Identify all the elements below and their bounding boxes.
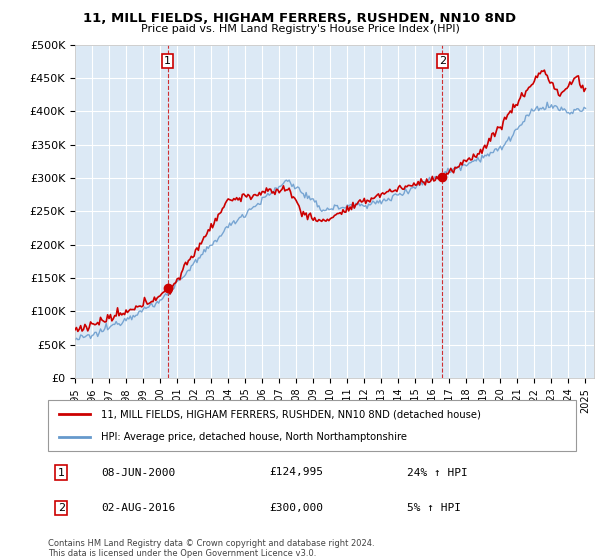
Text: 5% ↑ HPI: 5% ↑ HPI xyxy=(407,503,461,513)
Text: HPI: Average price, detached house, North Northamptonshire: HPI: Average price, detached house, Nort… xyxy=(101,432,407,442)
Text: Contains HM Land Registry data © Crown copyright and database right 2024.
This d: Contains HM Land Registry data © Crown c… xyxy=(48,539,374,558)
Text: 2: 2 xyxy=(439,57,446,67)
Text: £124,995: £124,995 xyxy=(270,468,324,478)
Text: 08-JUN-2000: 08-JUN-2000 xyxy=(101,468,175,478)
Text: 1: 1 xyxy=(164,57,171,67)
FancyBboxPatch shape xyxy=(48,400,576,451)
Text: 11, MILL FIELDS, HIGHAM FERRERS, RUSHDEN, NN10 8ND: 11, MILL FIELDS, HIGHAM FERRERS, RUSHDEN… xyxy=(83,12,517,25)
Text: 02-AUG-2016: 02-AUG-2016 xyxy=(101,503,175,513)
Text: 1: 1 xyxy=(58,468,65,478)
Text: 11, MILL FIELDS, HIGHAM FERRERS, RUSHDEN, NN10 8ND (detached house): 11, MILL FIELDS, HIGHAM FERRERS, RUSHDEN… xyxy=(101,409,481,419)
Text: £300,000: £300,000 xyxy=(270,503,324,513)
Text: 2: 2 xyxy=(58,503,65,513)
Text: 24% ↑ HPI: 24% ↑ HPI xyxy=(407,468,468,478)
Text: Price paid vs. HM Land Registry's House Price Index (HPI): Price paid vs. HM Land Registry's House … xyxy=(140,24,460,34)
